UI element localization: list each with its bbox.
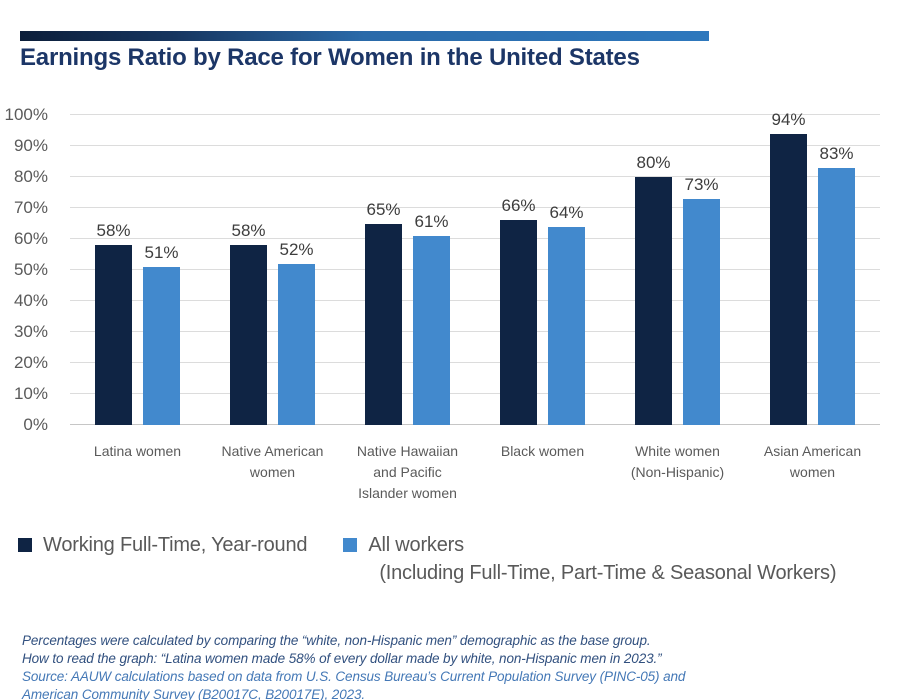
y-axis-tick-label: 0% [23, 415, 48, 434]
bar-column: 73% [683, 175, 720, 425]
bar [413, 235, 450, 425]
bar [365, 223, 402, 425]
legend-label-all-workers: All workers [368, 534, 464, 556]
bar [230, 245, 267, 425]
legend-item-all-workers: All workers (Including Full-Time, Part-T… [343, 531, 836, 587]
bar-value-label: 52% [279, 239, 314, 259]
legend-marker-navy-icon [18, 538, 32, 552]
gridline [70, 207, 880, 208]
bar-column: 83% [818, 144, 855, 425]
x-axis-category-label: Latina women [93, 443, 182, 459]
bar-column: 58% [230, 221, 267, 425]
y-axis-tick-label: 40% [13, 291, 48, 310]
y-axis-tick-label: 20% [13, 353, 48, 372]
y-axis-tick-label: 100% [4, 105, 48, 124]
bar-group: 80% 73% [610, 115, 745, 425]
bar-group: 65% 61% [340, 115, 475, 425]
y-axis-tick-label: 70% [13, 198, 48, 217]
legend: Working Full-Time, Year-round All worker… [18, 531, 836, 587]
y-axis-tick-label: 60% [13, 229, 48, 248]
bar [683, 198, 720, 425]
bar-value-label: 51% [144, 242, 179, 262]
x-axis-labels: Latina women Native American women Native H… [70, 441, 880, 504]
footnote-how-to-read: How to read the graph: “Latina women mad… [22, 651, 662, 666]
legend-sublabel-all-workers: (Including Full-Time, Part-Time & Season… [379, 562, 837, 584]
bar-column: 51% [143, 243, 180, 425]
legend-marker-blue-icon [343, 538, 358, 552]
x-axis-category-label: White women (Non-Hispanic) [630, 443, 725, 480]
bar-groups: 58% 51% 58% 52% 65% 61% 66% 64% 80% 73% 94% 83% [70, 110, 880, 425]
y-axis-tick-label: 10% [13, 384, 48, 403]
gridline [70, 269, 880, 270]
chart-title: Earnings Ratio by Race for Women in the … [20, 44, 640, 71]
gridline [70, 331, 880, 332]
bar-group: 58% 51% [70, 115, 205, 425]
gridline [70, 393, 880, 394]
bar-value-label: 80% [636, 153, 671, 172]
bar [818, 167, 855, 425]
y-axis-tick-label: 90% [13, 136, 48, 155]
bar-value-label: 64% [549, 202, 584, 222]
bar [548, 226, 585, 425]
bar [635, 177, 672, 425]
bar-value-label: 58% [231, 221, 266, 241]
bar-column: 80% [635, 153, 672, 425]
bar-value-label: 61% [414, 211, 449, 231]
bar [143, 266, 180, 425]
y-axis-tick-label: 30% [13, 322, 48, 341]
gridline [70, 238, 880, 239]
bar-column: 61% [413, 212, 450, 425]
bar-column: 66% [500, 196, 537, 425]
bar [95, 245, 132, 425]
gridline [70, 176, 880, 177]
bar-column: 58% [95, 221, 132, 425]
header-accent-bar [20, 31, 709, 41]
bar-value-label: 66% [501, 196, 536, 216]
bar-group: 94% 83% [745, 110, 880, 425]
bar-chart: 0% 10% 20% 30% 40% 50% 60% 70% 80% 90% 100% 58% 51%… [0, 105, 880, 434]
bar-value-label: 83% [819, 143, 854, 163]
legend-item-full-time: Working Full-Time, Year-round [18, 531, 308, 587]
bar [770, 133, 807, 425]
gridline [70, 362, 880, 363]
bar-column: 64% [548, 203, 585, 425]
plot-area: 58% 51% 58% 52% 65% 61% 66% 64% 80% 73% 94% 83% [70, 110, 880, 425]
x-axis-category-label: Black women [500, 443, 585, 459]
gridline [70, 424, 880, 425]
gridline [70, 114, 880, 115]
y-axis-tick-label: 80% [13, 167, 48, 186]
gridline [70, 300, 880, 301]
y-axis-tick-label: 50% [13, 260, 48, 279]
bar-value-label: 65% [366, 199, 401, 219]
bar-value-label: 58% [96, 221, 131, 241]
bar-value-label: 73% [684, 174, 719, 194]
bar-column: 94% [770, 110, 807, 425]
bar-value-label: 94% [771, 109, 806, 129]
footnote-source-line-2: American Community Survey (B20017C, B200… [22, 687, 366, 700]
bar-group: 66% 64% [475, 115, 610, 425]
footnotes: Percentages were calculated by comparing… [22, 632, 685, 700]
bar-group: 58% 52% [205, 115, 340, 425]
y-axis: 0% 10% 20% 30% 40% 50% 60% 70% 80% 90% 100% [0, 105, 70, 434]
bar-column: 65% [365, 199, 402, 425]
bar-column: 52% [278, 240, 315, 425]
footnote-source-line-1: Source: AAUW calculations based on data … [22, 669, 686, 684]
x-axis-category-label: Native American women [221, 443, 324, 480]
footnote-method: Percentages were calculated by comparing… [22, 633, 651, 648]
bar [278, 263, 315, 425]
x-axis-category-label: Asian American women [763, 443, 862, 480]
x-axis-category-label: Native Hawaiian and Pacific Islander women [356, 443, 459, 501]
gridline [70, 145, 880, 146]
legend-label-full-time: Working Full-Time, Year-round [43, 534, 308, 556]
bar [500, 220, 537, 425]
